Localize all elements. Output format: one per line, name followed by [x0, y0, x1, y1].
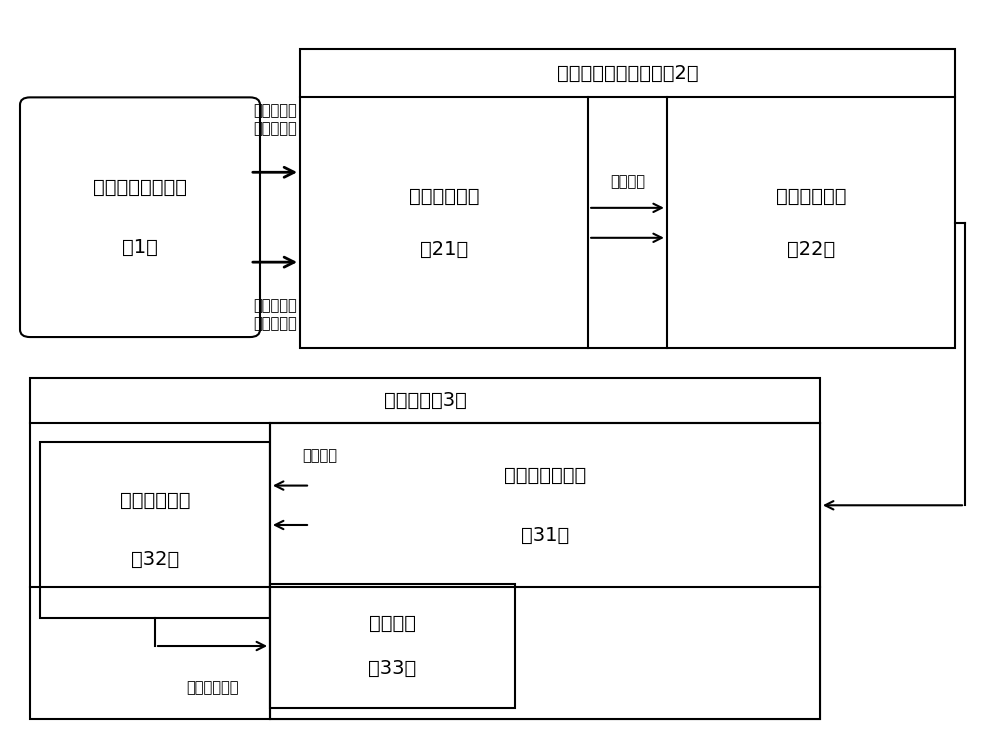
Text: 开关控制模块: 开关控制模块: [120, 491, 190, 509]
Text: 负载工作状
态控制信息: 负载工作状 态控制信息: [253, 298, 297, 331]
Text: 控制信息: 控制信息: [302, 448, 338, 463]
Text: 控制信号生成模块: 控制信号生成模块: [93, 178, 187, 197]
Text: （21）: （21）: [420, 240, 468, 258]
Text: （1）: （1）: [122, 237, 158, 257]
Text: 信息存储与转换模块（2）: 信息存储与转换模块（2）: [557, 64, 698, 82]
Text: （32）: （32）: [131, 551, 179, 569]
Text: 负载模块（3）: 负载模块（3）: [384, 391, 466, 410]
Bar: [300, 49, 955, 348]
Text: 信息存储模块: 信息存储模块: [409, 187, 479, 206]
Bar: [270, 584, 515, 708]
Bar: [270, 423, 820, 719]
Text: 控制负载状态: 控制负载状态: [186, 679, 239, 695]
Text: 信息转换模块: 信息转换模块: [776, 187, 846, 206]
Text: （22）: （22）: [787, 240, 835, 258]
Text: 隔离与缓冲模块: 隔离与缓冲模块: [504, 466, 586, 485]
Text: 存储信息: 存储信息: [610, 174, 645, 189]
Bar: [40, 442, 270, 618]
Text: 存储工作状
态控制信息: 存储工作状 态控制信息: [253, 103, 297, 136]
Text: 负载电路: 负载电路: [369, 614, 416, 633]
FancyBboxPatch shape: [20, 97, 260, 337]
Text: （31）: （31）: [521, 526, 569, 545]
Text: （33）: （33）: [368, 659, 417, 678]
Bar: [30, 378, 820, 719]
